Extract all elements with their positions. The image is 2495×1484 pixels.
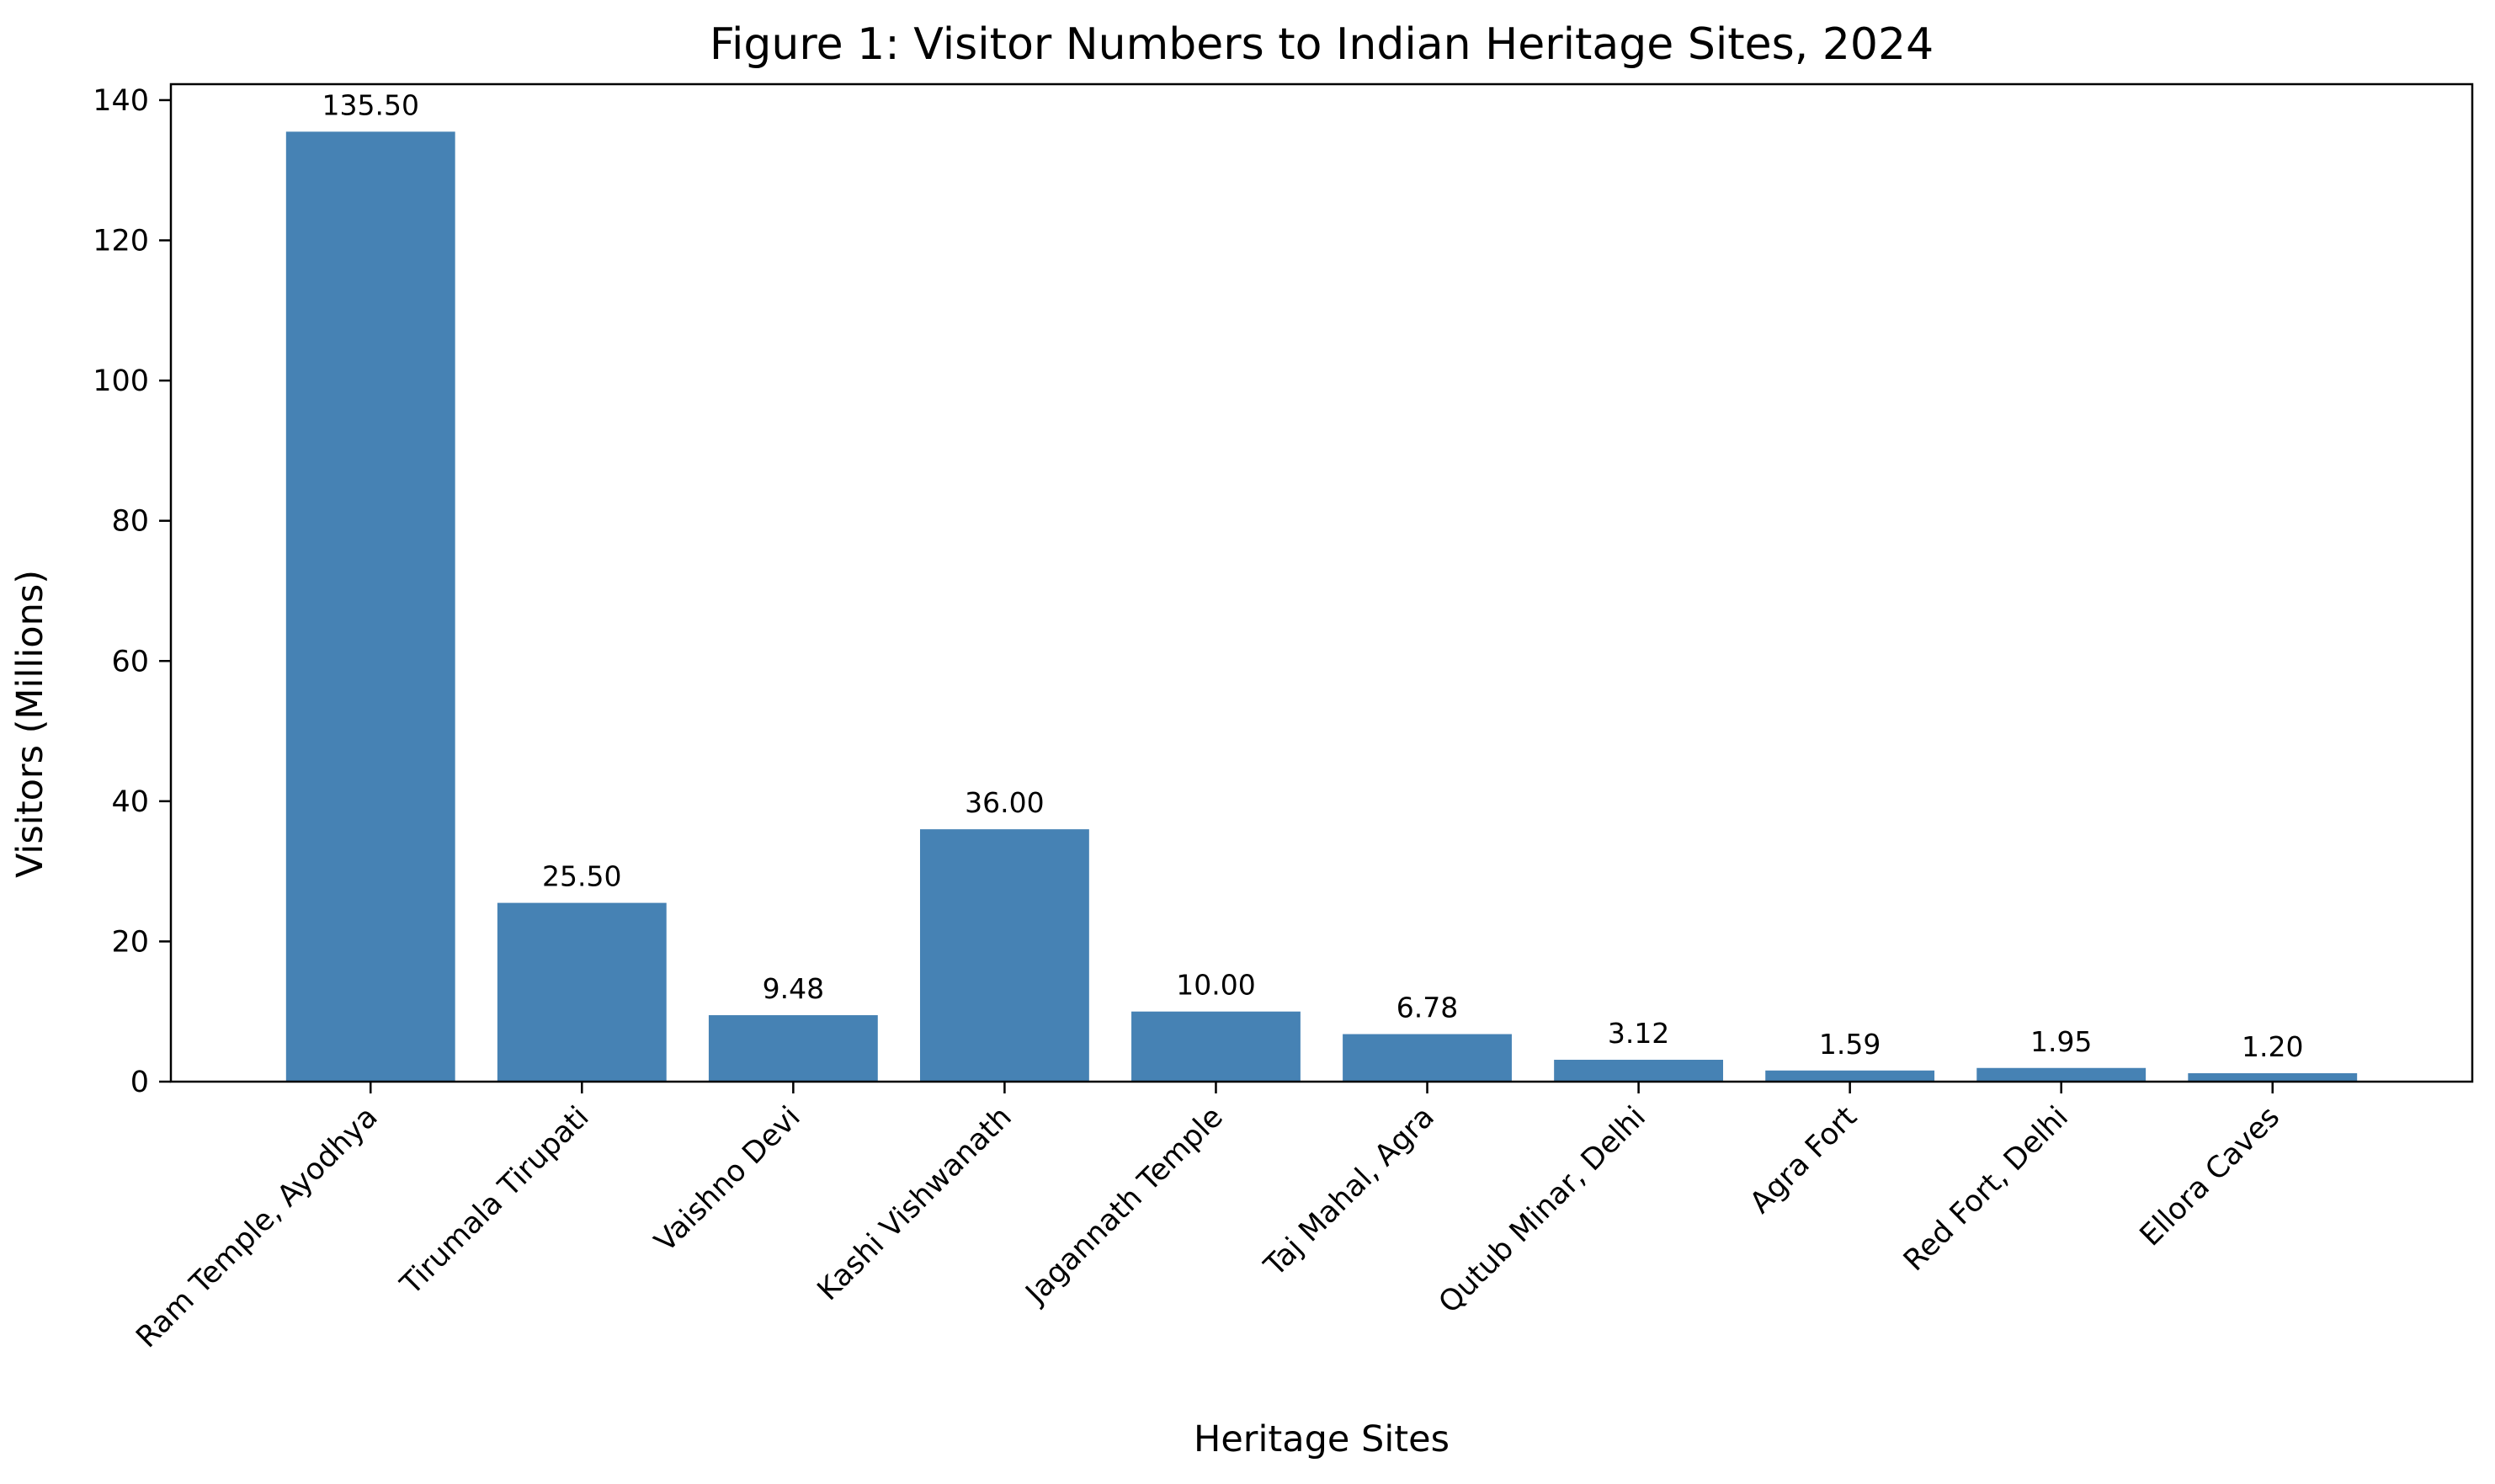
bar-2	[497, 902, 667, 1082]
bar-1	[285, 131, 455, 1082]
bar-value-label: 9.48	[763, 972, 824, 1005]
x-tick-label: Taj Mahal, Agra	[1258, 1100, 1441, 1284]
x-tick-label: Vaishno Devi	[648, 1100, 806, 1258]
bar-value-label: 25.50	[542, 860, 621, 893]
bar-9	[1976, 1067, 2147, 1082]
y-axis-ticks: 0 20 40 60 80 100 120 140	[93, 84, 171, 1099]
bar-value-label: 135.50	[322, 88, 419, 121]
y-tick-label: 40	[111, 785, 149, 819]
x-axis-ticks: Ram Temple, Ayodhya Tirumala Tirupati Vais…	[130, 1082, 2286, 1354]
y-tick-label: 100	[93, 364, 149, 398]
bar-value-label: 1.95	[2030, 1025, 2092, 1058]
x-tick-label: Tirumala Tirupati	[394, 1100, 596, 1302]
bar-value-label: 1.59	[1819, 1028, 1881, 1061]
bar-4	[919, 829, 1089, 1082]
plot-area-frame	[169, 82, 2474, 1083]
y-tick-label: 20	[111, 925, 149, 959]
x-tick-label: Jagannath Temple	[1019, 1100, 1230, 1311]
bar-value-label: 3.12	[1608, 1017, 1669, 1050]
bar-value-label: 1.20	[2242, 1030, 2303, 1063]
bar-10	[2188, 1073, 2358, 1082]
y-tick-label: 0	[130, 1066, 149, 1099]
bar-6	[1343, 1034, 1512, 1082]
bar-value-label: 10.00	[1176, 969, 1255, 1002]
bar-3	[708, 1015, 878, 1082]
bar-5	[1131, 1011, 1301, 1082]
bar-7	[1554, 1060, 1724, 1082]
bar-value-label: 6.78	[1396, 992, 1458, 1024]
chart-title: Figure 1: Visitor Numbers to Indian Heri…	[710, 19, 1934, 70]
x-tick-label: Qutub Minar, Delhi	[1433, 1100, 1652, 1320]
x-tick-label: Ellora Caves	[2134, 1100, 2286, 1253]
x-tick-label: Red Fort, Delhi	[1897, 1100, 2075, 1278]
y-axis-label: Visitors (Millions)	[9, 570, 51, 878]
x-tick-label: Kashi Vishwanath	[811, 1100, 1019, 1307]
bar-8	[1765, 1070, 1935, 1082]
y-tick-label: 80	[111, 505, 149, 539]
bars-group: 135.50 25.50 9.48 36.00 10.00 6.78 3.12 1.59 1.9…	[285, 88, 2358, 1082]
x-axis-label: Heritage Sites	[1194, 1418, 1450, 1460]
y-tick-label: 120	[93, 225, 149, 258]
y-tick-label: 140	[93, 84, 149, 118]
y-tick-label: 60	[111, 645, 149, 678]
bar-value-label: 36.00	[965, 786, 1044, 819]
x-tick-label: Agra Fort	[1743, 1100, 1864, 1221]
x-tick-label: Ram Temple, Ayodhya	[130, 1100, 384, 1354]
